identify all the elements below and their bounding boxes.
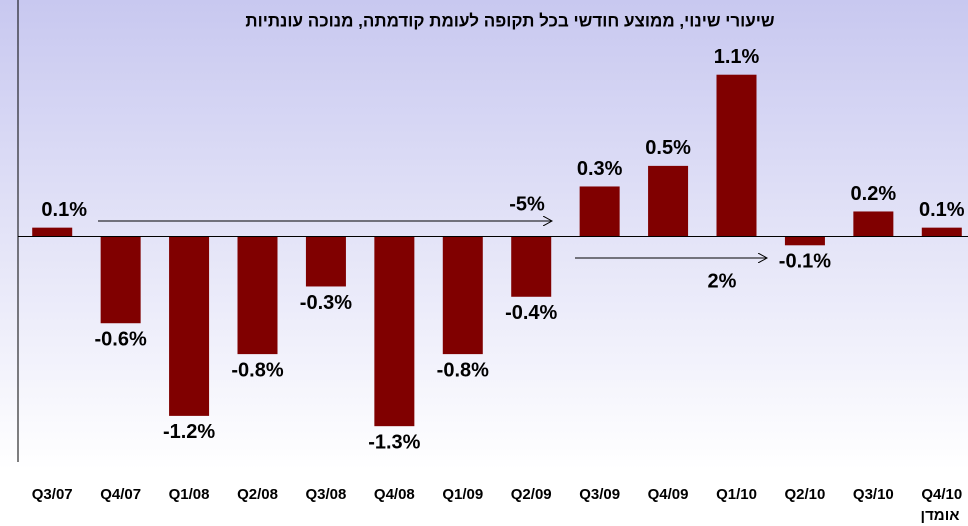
x-tick-label: Q2/08 [237,486,278,503]
value-label: -0.4% [505,302,557,324]
value-label: 0.1% [41,199,87,221]
x-tick-label: Q3/10 [853,486,894,503]
plot-background [0,0,968,470]
x-tick-label: Q3/08 [305,486,346,503]
value-label: 0.2% [851,183,897,205]
x-tick-label: Q1/08 [169,486,210,503]
bar [100,236,141,324]
x-tick-label: Q3/07 [32,486,73,503]
value-label: 0.1% [919,199,965,221]
x-tick-label: Q2/09 [511,486,552,503]
bar [374,236,415,427]
value-label: 0.3% [577,158,623,180]
value-label: -0.3% [300,292,352,314]
value-label: -1.2% [163,421,215,443]
bar [784,236,825,246]
bar [921,227,962,237]
x-tick-label: Q4/08 [374,486,415,503]
value-label: -0.1% [779,251,831,273]
value-label: -1.3% [368,431,420,453]
value-label: -0.8% [231,359,283,381]
bar [853,211,894,237]
value-label: 1.1% [714,46,760,68]
x-tick-label: Q1/10 [716,486,757,503]
bar [648,165,689,237]
bar [442,236,483,355]
bar [511,236,552,297]
annotation: -5% [509,193,545,215]
value-label: -0.8% [437,359,489,381]
value-label: 0.5% [645,137,691,159]
x-tick-label: Q1/09 [442,486,483,503]
bar [579,186,620,237]
bar [237,236,278,355]
bar [716,74,757,237]
x-tick-label: Q4/10 [921,486,962,503]
x-tick-label: Q3/09 [579,486,620,503]
x-tick-label: Q4/09 [648,486,689,503]
bar [32,227,73,237]
x-tick-label: Q4/07 [100,486,141,503]
annotation: 2% [708,270,737,292]
value-label: -0.6% [95,329,147,351]
bar [305,236,346,287]
chart-title: שיעורי שינוי, ממוצע חודשי בכל תקופה לעומ… [245,11,775,30]
note: אומדן [921,507,960,524]
bar [169,236,210,416]
x-tick-label: Q2/10 [784,486,825,503]
